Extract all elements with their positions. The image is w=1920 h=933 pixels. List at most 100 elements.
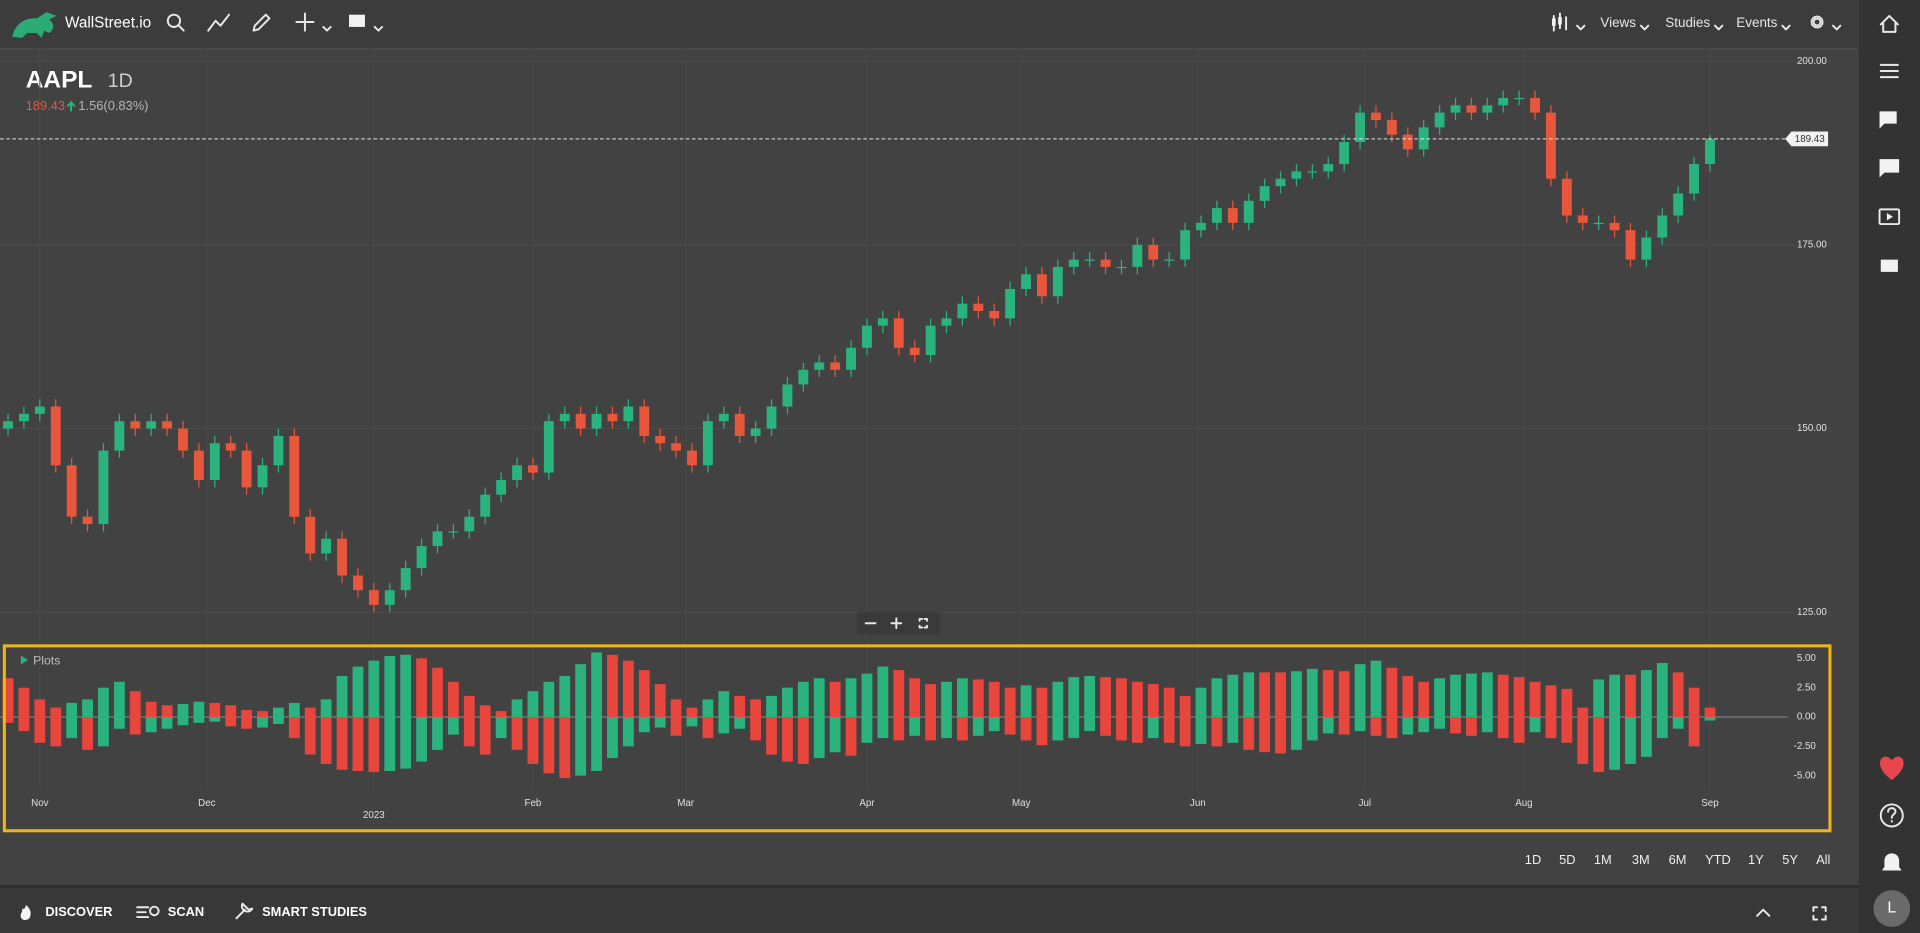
settings-button[interactable]: [1810, 15, 1842, 31]
histogram-bar: [1004, 716, 1016, 735]
histogram-bar: [750, 699, 762, 717]
nav-button[interactable]: SCAN: [168, 904, 204, 919]
histogram-bar: [400, 716, 412, 769]
price-change: 1.56(0.83%): [78, 98, 148, 113]
candle-body: [50, 406, 61, 466]
fullscreen-button[interactable]: [1812, 906, 1827, 921]
range-button[interactable]: YTD: [1705, 852, 1731, 867]
histogram-bar: [607, 654, 618, 717]
range-button[interactable]: 3M: [1632, 852, 1650, 867]
logo[interactable]: WallStreet.io: [12, 12, 151, 38]
video-button[interactable]: [1878, 208, 1901, 226]
search-button[interactable]: [166, 13, 185, 32]
draw-button[interactable]: [252, 13, 271, 32]
candle-body: [209, 443, 220, 480]
histogram-bar: [1625, 674, 1636, 717]
histogram-bar: [1227, 674, 1239, 717]
candle-body: [1498, 97, 1509, 106]
histogram-bar: [622, 660, 634, 717]
fit-button[interactable]: [918, 617, 928, 629]
histogram-bar: [877, 666, 889, 717]
last-price: 189.43: [26, 98, 65, 113]
chart-type-button[interactable]: [1552, 12, 1586, 32]
histogram-bar: [432, 667, 443, 717]
comment-button[interactable]: [349, 14, 384, 32]
candle-body: [1100, 259, 1111, 267]
histogram-bar: [384, 655, 396, 717]
indicator-button[interactable]: [207, 13, 231, 32]
histogram-bar: [654, 684, 666, 717]
histogram-bar: [1465, 716, 1477, 736]
histogram-bar: [447, 716, 459, 735]
candle-body: [989, 311, 1000, 319]
chat-button[interactable]: [1879, 111, 1897, 129]
candle-body: [1196, 222, 1206, 231]
histogram-bar: [1688, 716, 1700, 747]
range-button[interactable]: 6M: [1669, 852, 1687, 867]
candle-body: [480, 494, 491, 517]
y-tick-label: -2.50: [1794, 741, 1817, 752]
histogram-bar: [654, 716, 666, 728]
range-button[interactable]: All: [1816, 852, 1830, 867]
histogram-bar: [209, 716, 221, 722]
candle-body: [1005, 288, 1016, 319]
range-button[interactable]: 1M: [1594, 852, 1612, 867]
histogram-bar: [1100, 677, 1111, 717]
histogram-bar: [1291, 671, 1302, 717]
alerts-button[interactable]: [1881, 853, 1902, 874]
range-button[interactable]: 5Y: [1782, 852, 1798, 867]
collapse-button[interactable]: [1756, 908, 1771, 917]
range-button[interactable]: 1Y: [1748, 852, 1764, 867]
list-button[interactable]: [1879, 63, 1899, 79]
histogram-bar: [129, 691, 141, 717]
menu-button[interactable]: Views: [1600, 15, 1650, 31]
nav-button[interactable]: DISCOVER: [45, 904, 113, 919]
candle-body: [353, 575, 363, 591]
histogram-bar: [1275, 672, 1286, 717]
histogram-bar: [1656, 716, 1668, 739]
candle-body: [830, 362, 841, 370]
candle-body: [178, 428, 188, 451]
y-tick-label: 2.50: [1797, 682, 1817, 693]
histogram-bar: [591, 716, 602, 771]
zoom-controls: [857, 612, 941, 635]
scan-icon: [136, 906, 150, 919]
candle-body: [527, 465, 538, 473]
range-button[interactable]: 1D: [1525, 852, 1541, 867]
menu-button[interactable]: Events: [1736, 15, 1791, 31]
histogram-bar: [463, 716, 475, 747]
brand: WallStreet.io: [65, 14, 151, 31]
histogram-bar: [1020, 685, 1032, 717]
candle-body: [1021, 274, 1031, 289]
histogram-bar: [511, 716, 523, 750]
histogram-bar: [1147, 684, 1159, 717]
nav-button[interactable]: SMART STUDIES: [262, 904, 367, 919]
histogram-bar: [1545, 716, 1557, 739]
news-button[interactable]: [1880, 255, 1898, 272]
scan-icon: [149, 905, 160, 917]
study-toggle[interactable]: [20, 655, 29, 665]
histogram-bar: [1497, 716, 1509, 739]
candle-body: [162, 421, 173, 429]
histogram-bar: [1704, 707, 1716, 717]
histogram-bar: [368, 660, 380, 717]
home-button[interactable]: [1879, 14, 1899, 33]
histogram-bar: [98, 716, 109, 747]
y-tick-label: 200.00: [1797, 56, 1827, 67]
zoom-in[interactable]: [890, 617, 903, 630]
avatar[interactable]: [1873, 890, 1911, 927]
menu-button[interactable]: Studies: [1665, 15, 1724, 31]
candle-body: [1164, 259, 1175, 261]
histogram-bar: [1577, 716, 1589, 764]
favorite-button[interactable]: [1879, 756, 1904, 780]
histogram-bar: [320, 699, 332, 717]
histogram-bar: [1529, 716, 1541, 733]
comments-button[interactable]: [1879, 159, 1900, 178]
crosshair-button[interactable]: [295, 12, 332, 32]
chevron: [1714, 24, 1724, 31]
help-button[interactable]: [1879, 803, 1904, 828]
range-button[interactable]: 5D: [1559, 852, 1575, 867]
candle-body: [1355, 112, 1365, 143]
histogram-bar: [1322, 670, 1334, 717]
last-price-label: 189.43: [1795, 134, 1825, 145]
